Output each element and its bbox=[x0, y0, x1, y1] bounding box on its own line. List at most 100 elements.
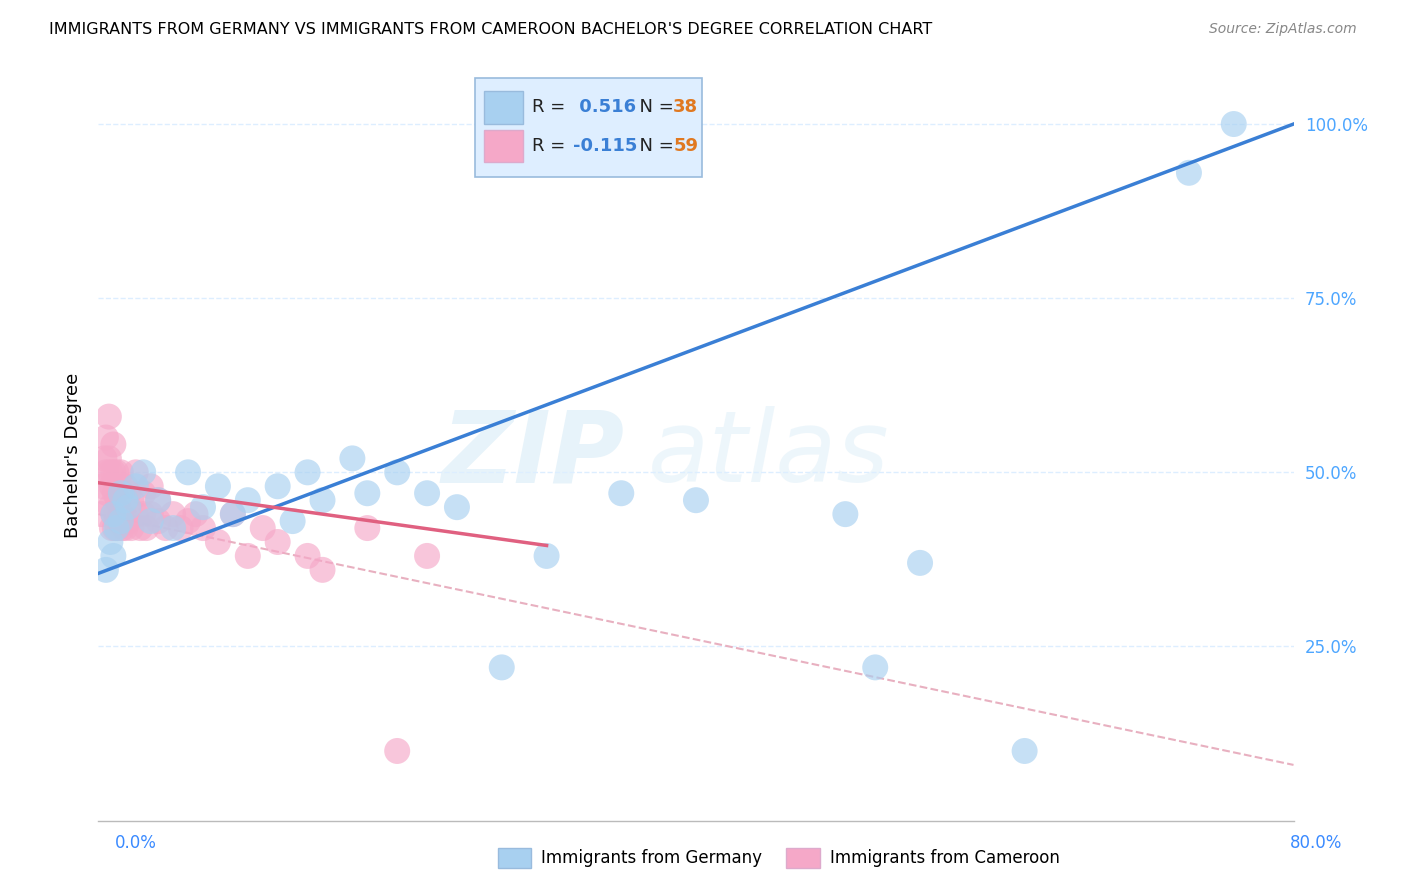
Point bbox=[865, 660, 887, 674]
Point bbox=[132, 486, 155, 500]
Point bbox=[104, 486, 127, 500]
Text: -0.115: -0.115 bbox=[572, 137, 637, 155]
Point bbox=[94, 563, 117, 577]
Point bbox=[111, 521, 134, 535]
Point bbox=[97, 409, 120, 424]
Point bbox=[108, 514, 131, 528]
Point bbox=[416, 486, 439, 500]
Point bbox=[117, 500, 139, 515]
Point bbox=[191, 500, 214, 515]
Point bbox=[91, 479, 114, 493]
Point bbox=[148, 514, 170, 528]
Point bbox=[120, 521, 142, 535]
Point bbox=[125, 507, 148, 521]
Text: atlas: atlas bbox=[648, 407, 890, 503]
Text: Immigrants from Germany: Immigrants from Germany bbox=[541, 849, 762, 867]
Point bbox=[252, 521, 274, 535]
Text: 0.516: 0.516 bbox=[572, 98, 636, 117]
Point bbox=[110, 466, 132, 480]
Text: 0.0%: 0.0% bbox=[115, 834, 157, 852]
Point bbox=[103, 507, 125, 521]
Point bbox=[162, 507, 184, 521]
Point bbox=[101, 521, 124, 535]
Text: Source: ZipAtlas.com: Source: ZipAtlas.com bbox=[1209, 22, 1357, 37]
Text: ZIP: ZIP bbox=[441, 407, 624, 503]
Point bbox=[191, 521, 214, 535]
Point bbox=[105, 507, 128, 521]
Point bbox=[356, 521, 378, 535]
Point bbox=[120, 493, 142, 508]
Point bbox=[177, 514, 200, 528]
Point bbox=[105, 466, 128, 480]
Point bbox=[94, 466, 117, 480]
Point bbox=[96, 486, 118, 500]
Point bbox=[148, 493, 170, 508]
Point bbox=[132, 466, 155, 480]
Point bbox=[139, 514, 162, 528]
Point bbox=[114, 521, 136, 535]
Point bbox=[685, 493, 707, 508]
Point bbox=[114, 479, 136, 493]
Point bbox=[311, 493, 333, 508]
Point bbox=[177, 466, 200, 480]
Point bbox=[103, 437, 125, 451]
Point bbox=[236, 493, 259, 508]
Point bbox=[139, 479, 162, 493]
Point bbox=[446, 500, 468, 515]
Point bbox=[184, 507, 207, 521]
Point bbox=[110, 514, 132, 528]
Point bbox=[103, 507, 125, 521]
FancyBboxPatch shape bbox=[475, 78, 702, 177]
Point bbox=[281, 514, 304, 528]
Point bbox=[908, 556, 931, 570]
Point bbox=[155, 521, 177, 535]
Point bbox=[125, 466, 148, 480]
Point bbox=[1014, 744, 1036, 758]
Point bbox=[297, 466, 319, 480]
Point bbox=[356, 486, 378, 500]
Point bbox=[97, 451, 120, 466]
Point bbox=[385, 466, 409, 480]
Point bbox=[267, 535, 290, 549]
Point bbox=[342, 451, 364, 466]
Point bbox=[98, 500, 122, 515]
Point bbox=[101, 479, 124, 493]
Text: R =: R = bbox=[533, 137, 571, 155]
Text: R =: R = bbox=[533, 98, 571, 117]
FancyBboxPatch shape bbox=[485, 130, 523, 162]
Point bbox=[117, 514, 139, 528]
Point bbox=[536, 549, 558, 563]
Point bbox=[107, 493, 129, 508]
Point bbox=[103, 549, 125, 563]
Point bbox=[169, 521, 191, 535]
Point bbox=[129, 521, 152, 535]
Point bbox=[207, 535, 229, 549]
Point bbox=[385, 744, 409, 758]
Point bbox=[416, 549, 439, 563]
Point bbox=[132, 507, 155, 521]
Text: N =: N = bbox=[628, 98, 679, 117]
Point bbox=[104, 521, 127, 535]
Text: IMMIGRANTS FROM GERMANY VS IMMIGRANTS FROM CAMEROON BACHELOR'S DEGREE CORRELATIO: IMMIGRANTS FROM GERMANY VS IMMIGRANTS FR… bbox=[49, 22, 932, 37]
Point bbox=[1178, 166, 1201, 180]
Point bbox=[834, 507, 856, 521]
Point bbox=[267, 479, 290, 493]
Text: 59: 59 bbox=[673, 137, 699, 155]
Point bbox=[491, 660, 513, 674]
Point bbox=[311, 563, 333, 577]
Y-axis label: Bachelor's Degree: Bachelor's Degree bbox=[63, 372, 82, 538]
Point bbox=[114, 493, 136, 508]
Text: Immigrants from Cameroon: Immigrants from Cameroon bbox=[830, 849, 1059, 867]
Point bbox=[111, 486, 134, 500]
Text: N =: N = bbox=[628, 137, 679, 155]
Point bbox=[135, 521, 157, 535]
Point bbox=[162, 521, 184, 535]
Point bbox=[112, 507, 135, 521]
Point bbox=[107, 521, 129, 535]
Point bbox=[222, 507, 245, 521]
Point bbox=[105, 521, 128, 535]
Point bbox=[110, 486, 132, 500]
Point bbox=[297, 549, 319, 563]
Point bbox=[1223, 117, 1246, 131]
Point bbox=[98, 535, 122, 549]
